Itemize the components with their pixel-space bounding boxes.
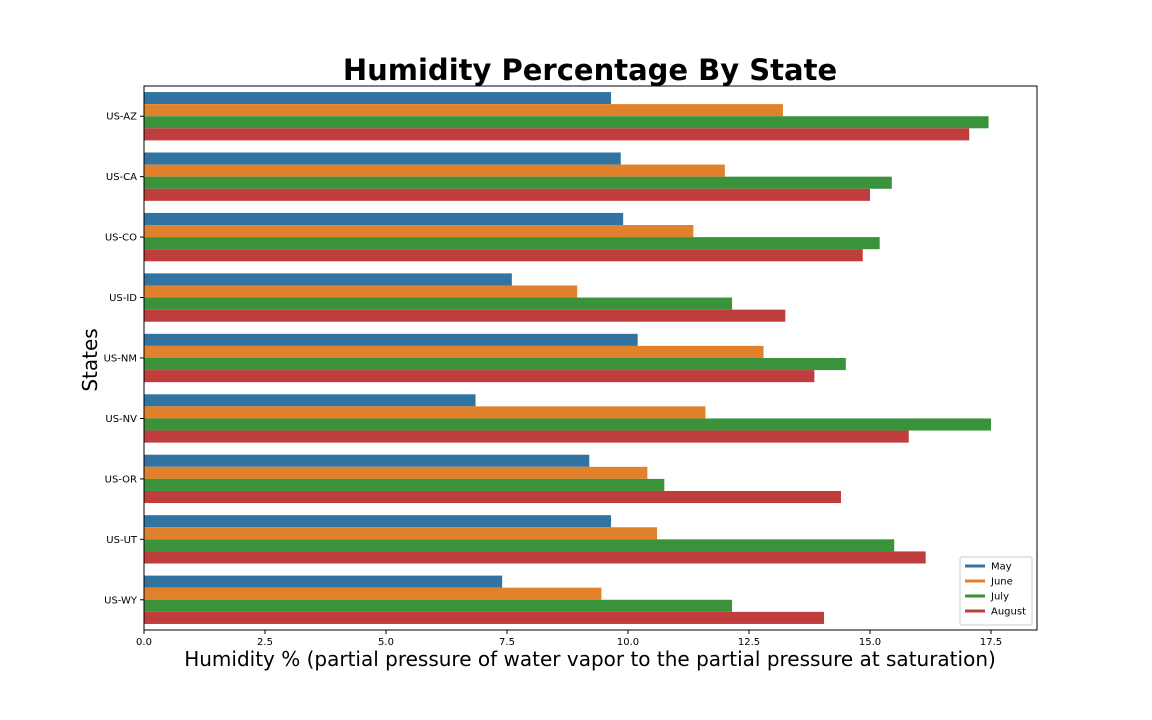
x-tick-label: 15.0 xyxy=(859,637,881,648)
x-tick-label: 17.5 xyxy=(980,637,1002,648)
x-axis-label: Humidity % (partial pressure of water va… xyxy=(184,647,996,671)
x-axis-ticks: 0.0 2.5 5.0 7.5 10.0 12.5 15.0 17.5 xyxy=(136,630,1002,648)
bar-us-wy-july xyxy=(144,599,733,612)
bar-us-nv-august xyxy=(144,430,909,443)
legend: May June July August xyxy=(959,556,1033,626)
bar-us-nm-june xyxy=(144,345,764,358)
bar-us-co-july xyxy=(144,237,880,250)
bar-us-or-august xyxy=(144,490,841,504)
legend-label-june: June xyxy=(990,577,1013,588)
bar-us-nv-may xyxy=(144,394,476,407)
y-tick-label: US-AZ xyxy=(106,112,137,123)
bar-us-id-july xyxy=(144,297,733,310)
y-tick-label: US-NV xyxy=(105,414,137,425)
bar-us-co-june xyxy=(144,225,694,238)
y-tick-label: US-ID xyxy=(109,293,137,304)
bar-us-nm-august xyxy=(144,370,815,383)
bar-us-wy-may xyxy=(144,575,503,588)
bar-us-wy-august xyxy=(144,611,825,624)
y-tick-label: US-WY xyxy=(104,595,138,606)
y-tick-label: US-CO xyxy=(105,233,137,244)
x-tick-label: 0.0 xyxy=(136,637,152,648)
bar-us-nm-july xyxy=(144,358,846,371)
x-tick-label: 10.0 xyxy=(617,637,639,648)
x-tick-label: 7.5 xyxy=(499,637,515,648)
legend-label-july: July xyxy=(990,592,1009,603)
bar-us-ca-may xyxy=(144,152,621,165)
bar-us-co-may xyxy=(144,212,624,226)
y-tick-label: US-NM xyxy=(104,354,137,365)
bar-us-co-august xyxy=(144,249,863,262)
bar-us-ca-august xyxy=(144,188,871,201)
bar-us-or-july xyxy=(144,478,665,491)
bars-group xyxy=(144,92,992,624)
bar-us-nv-june xyxy=(144,406,706,419)
bar-us-id-august xyxy=(144,309,786,322)
y-axis-ticks: US-AZ US-CA US-CO US-ID US-NM US-NV US-OR US-UT… xyxy=(104,112,144,606)
bar-us-or-may xyxy=(144,454,590,467)
chart-title: Humidity Percentage By State xyxy=(343,53,837,87)
y-tick-label: US-OR xyxy=(105,474,137,485)
y-tick-label: US-UT xyxy=(106,535,138,546)
x-tick-label: 5.0 xyxy=(378,637,394,648)
bar-us-ut-may xyxy=(144,515,612,528)
bar-us-ut-august xyxy=(144,551,926,564)
bar-us-ca-june xyxy=(144,164,725,177)
bar-us-ut-june xyxy=(144,527,658,540)
bar-us-az-june xyxy=(144,104,783,117)
y-axis-label: States xyxy=(78,328,102,391)
bar-us-nm-may xyxy=(144,333,638,346)
x-tick-label: 12.5 xyxy=(738,637,760,648)
bar-us-nv-july xyxy=(144,418,992,431)
bar-us-ca-july xyxy=(144,176,892,189)
bar-us-id-may xyxy=(144,273,512,286)
bar-us-az-may xyxy=(144,92,612,105)
bar-us-id-june xyxy=(144,285,578,298)
y-tick-label: US-CA xyxy=(106,172,137,183)
legend-label-august: August xyxy=(991,607,1026,618)
bar-us-az-august xyxy=(144,128,970,141)
legend-box xyxy=(959,556,1033,626)
bar-us-az-july xyxy=(144,116,989,129)
bar-us-ut-july xyxy=(144,539,895,552)
legend-label-may: May xyxy=(991,562,1012,573)
bar-us-or-june xyxy=(144,466,648,479)
x-tick-label: 2.5 xyxy=(257,637,273,648)
bar-us-wy-june xyxy=(144,587,602,600)
